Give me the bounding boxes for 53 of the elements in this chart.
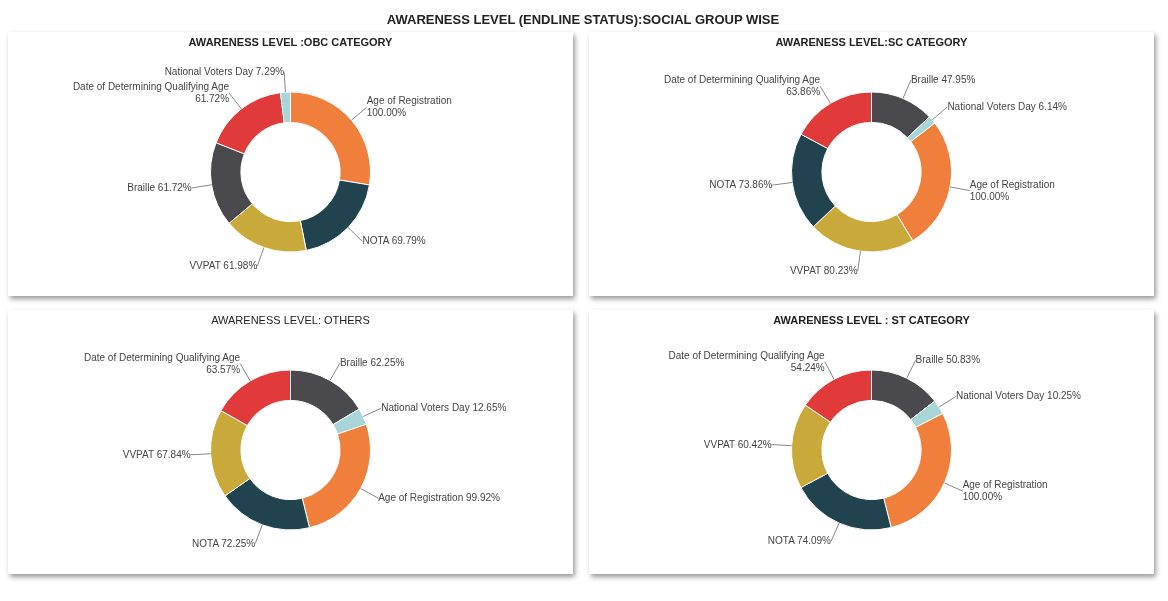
slice-label: VVPAT	[122, 448, 154, 460]
data-label: 60.42%	[737, 438, 772, 450]
slice-label: VVPAT	[189, 260, 221, 272]
slice-label: Date of Determining Qualifying Age	[668, 349, 825, 361]
slice-label: Age of Registration	[969, 178, 1055, 190]
data-label: 73.86%	[738, 179, 773, 191]
slice-label: Date of Determining Qualifying Age	[83, 351, 241, 363]
data-label: 80.23%	[823, 265, 858, 277]
data-label: 61.72%	[157, 181, 192, 193]
data-label: 100.00%	[969, 190, 1010, 202]
chart-title: AWARENESS LEVEL:SC CATEGORY	[774, 35, 969, 50]
slice-label: VVPAT	[703, 438, 735, 450]
slice-label: Braille	[910, 74, 939, 86]
data-label: 47.95%	[941, 74, 976, 86]
slice-label: Braille	[127, 181, 156, 193]
slice-label: Date of Determining Qualifying Age	[663, 74, 821, 86]
data-label: 99.92%	[466, 492, 500, 504]
slice-label: Braille	[915, 354, 944, 366]
slice-label: NOTA	[362, 235, 389, 247]
slice-label: NOTA	[192, 537, 219, 549]
slice-label: VVPAT	[789, 265, 822, 277]
data-label: 100.00%	[962, 491, 1003, 503]
slice-label: Date of Determining Qualifying Age	[72, 81, 230, 93]
data-label: 7.29%	[255, 66, 285, 78]
data-label: 10.25%	[1047, 390, 1081, 402]
data-label: 74.09%	[797, 535, 831, 547]
slice-label: National Voters Day	[947, 100, 1036, 112]
chart-title: AWARENESS LEVEL: OTHERS	[210, 313, 371, 328]
data-label: 6.14%	[1038, 100, 1067, 112]
data-label: 67.84%	[156, 448, 191, 460]
slice-label: Age of Registration	[366, 95, 452, 107]
data-label: 100.00%	[366, 107, 407, 119]
slice-label: Age of Registration	[962, 479, 1048, 491]
text: AWARENESS LEVEL (ENDLINE STATUS):SOCIAL GROUP WISE	[385, 11, 781, 29]
chart-title: AWARENESS LEVEL : ST CATEGORY	[772, 313, 971, 328]
slice-label: Braille	[339, 357, 368, 369]
data-label: 63.57%	[206, 363, 241, 375]
data-label: 62.25%	[370, 357, 405, 369]
data-label: 50.83%	[946, 354, 981, 366]
data-label: 61.98%	[223, 260, 258, 272]
data-label: 69.79%	[391, 235, 426, 247]
slice-label: Age of Registration	[378, 492, 464, 504]
data-label: 61.72%	[195, 93, 230, 105]
data-label: 12.65%	[472, 402, 507, 414]
slice-label: National Voters Day	[164, 66, 254, 78]
data-label: 63.86%	[786, 86, 821, 98]
chart-title: AWARENESS LEVEL :OBC CATEGORY	[187, 35, 394, 50]
slice-label: NOTA	[709, 179, 736, 191]
slice-label: National Voters Day	[381, 402, 470, 414]
slice-label: NOTA	[767, 535, 795, 547]
data-label: 72.25%	[221, 537, 256, 549]
slice-label: National Voters Day	[955, 390, 1045, 402]
data-label: 54.24%	[790, 361, 825, 373]
